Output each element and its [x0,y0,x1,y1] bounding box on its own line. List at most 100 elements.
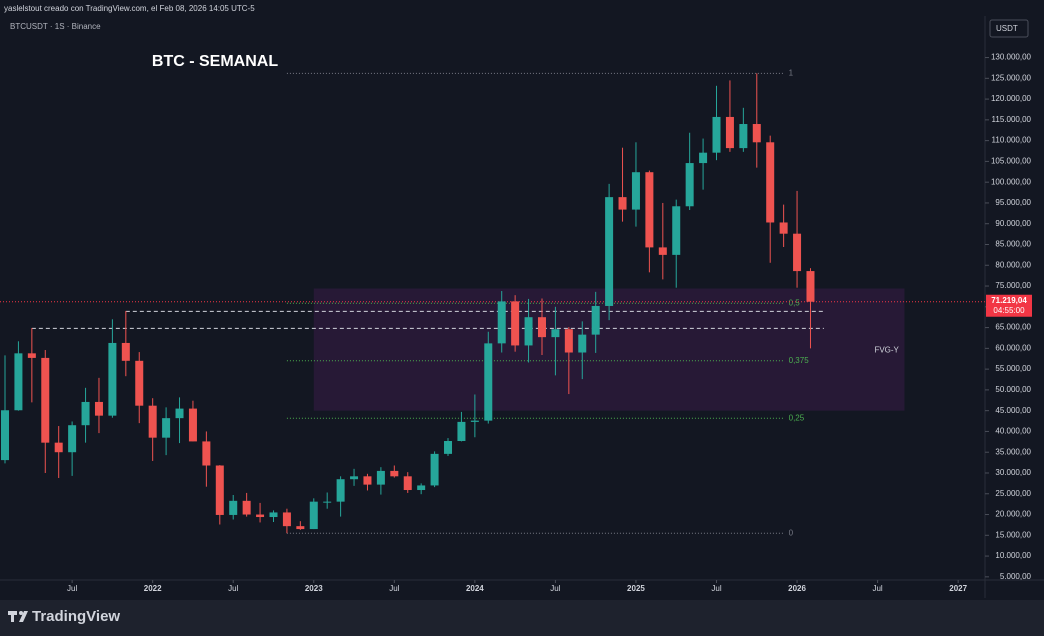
candle-body [81,401,90,426]
fib-label: 0,375 [789,356,810,365]
x-tick-label: Jul [67,584,77,593]
candle-body [14,353,23,411]
y-tick-label: 80.000,00 [995,260,1031,269]
symbol: BTCUSDT · 1S · Binance [10,22,101,31]
x-tick-label: 2027 [949,584,967,593]
y-tick-label: 5.000,00 [1000,572,1032,581]
candle-body [242,500,251,515]
candle-body [162,418,171,438]
candle-body [269,512,278,518]
y-tick-label: 120.000,00 [991,94,1032,103]
candle-body [766,142,775,223]
candle-body [350,476,359,480]
candle-body [27,353,36,358]
y-tick-label: 85.000,00 [995,240,1031,249]
y-tick-label: 45.000,00 [995,406,1031,415]
y-tick-label: 30.000,00 [995,468,1031,477]
candle-body [41,357,50,443]
brand: TradingView [32,608,120,625]
candle-body [578,334,587,353]
fib-label: 0,5 [789,298,801,307]
candle-body [1,410,9,461]
candle-body [537,317,546,338]
candle-body [645,172,654,248]
y-tick-label: 75.000,00 [995,281,1031,290]
candle-body [282,512,291,527]
candle-body [175,408,184,419]
candle-body [551,329,560,338]
x-tick-label: 2024 [466,584,484,593]
y-tick-label: 130.000,00 [991,53,1032,62]
candle-body [202,441,211,466]
y-tick-label: 65.000,00 [995,323,1031,332]
candle-body [323,501,332,503]
candle-body [793,233,802,272]
currency: USDT [996,24,1018,33]
x-tick-label: Jul [711,584,721,593]
fib-label: 0,25 [789,413,805,422]
x-tick-label: 2023 [305,584,323,593]
candle-body [417,485,426,491]
last-price-box [986,294,1032,317]
last-price-label: 71.219,04 [991,296,1027,305]
x-tick-label: 2026 [788,584,806,593]
candle-body [511,301,520,346]
candle-body [336,479,345,502]
candle-body [296,526,305,530]
x-tick-label: 2025 [627,584,645,593]
candle-body [229,500,238,515]
candle-body [376,470,385,485]
candle-body [631,172,640,210]
candle-body [444,440,453,454]
candle-body [672,206,681,255]
y-tick-label: 25.000,00 [995,489,1031,498]
fvg-label: FVG-Y [874,346,899,355]
currency-box [989,19,1029,38]
candle-body [685,163,694,207]
brand-logo [8,611,28,622]
x-tick-label: Jul [872,584,882,593]
candle-body [806,271,815,302]
y-tick-label: 115.000,00 [992,115,1032,124]
candle-body [618,197,627,210]
candle-body [470,420,479,422]
candle-body [403,476,412,491]
y-tick-label: 110.000,00 [992,136,1032,145]
y-tick-label: 95.000,00 [995,198,1031,207]
x-tick-label: Jul [550,584,560,593]
y-tick-label: 105.000,00 [991,157,1032,166]
candle-body [779,222,788,234]
y-tick-label: 100.000,00 [991,177,1032,186]
y-tick-label: 40.000,00 [995,427,1031,436]
candle-body [739,124,748,149]
credit: yaslelstout creado con TradingView.com, … [4,4,255,13]
chart-title: BTC - SEMANAL [152,53,278,70]
y-tick-label: 10.000,00 [995,551,1031,560]
y-tick-label: 55.000,00 [995,364,1031,373]
candle-body [564,329,573,353]
candle-body [752,124,761,143]
x-tick-label: 2022 [144,584,162,593]
y-tick-label: 35.000,00 [995,447,1031,456]
fib-label: 1 [789,68,794,77]
footer-bar [0,600,1044,636]
y-tick-label: 15.000,00 [995,530,1031,539]
candle-body [215,465,224,515]
countdown: 04:55:00 [993,306,1025,315]
y-tick-label: 60.000,00 [995,343,1031,352]
y-tick-label: 90.000,00 [995,219,1031,228]
candle-body [188,408,197,442]
x-tick-label: Jul [389,584,399,593]
candle-body [121,342,130,361]
candle-body [94,401,103,416]
candle-body [148,405,157,438]
candle-body [457,421,466,441]
candle-body [605,197,614,306]
fib-label: 0 [789,528,794,537]
candle-body [54,442,63,453]
y-tick-label: 125.000,00 [991,73,1032,82]
candle-body [430,453,439,486]
